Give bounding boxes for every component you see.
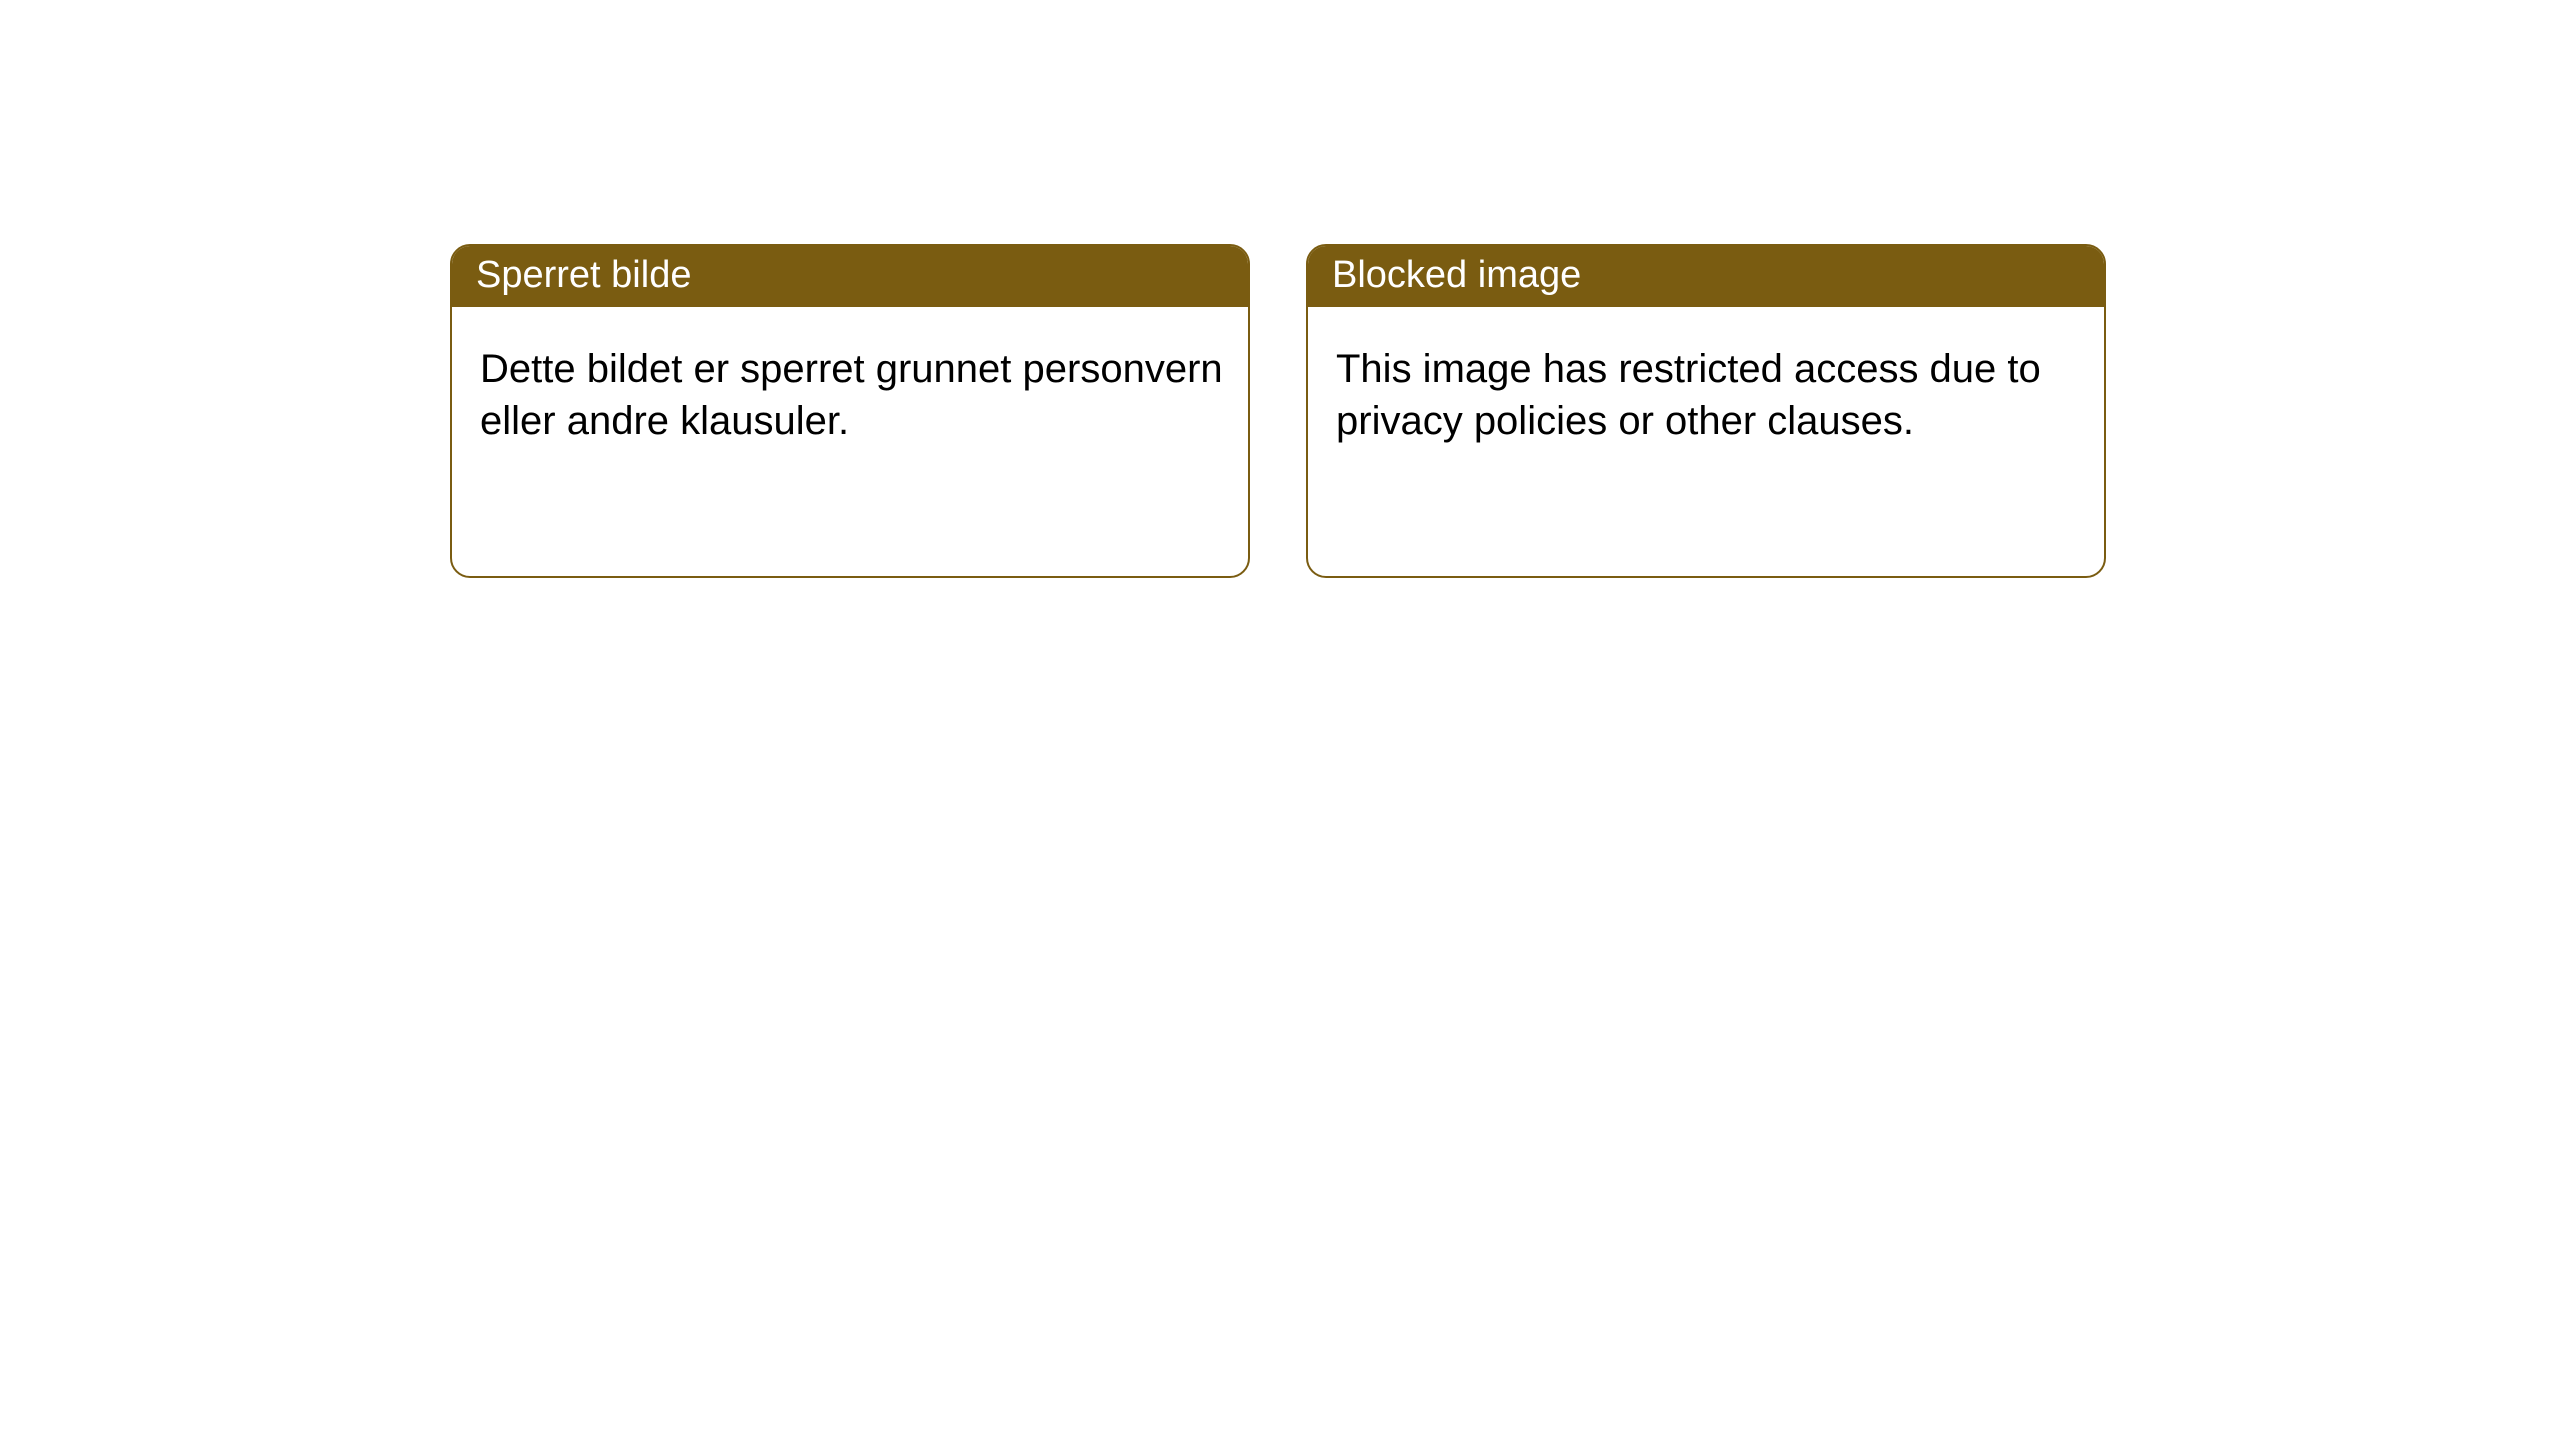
- blocked-image-card-en: Blocked image This image has restricted …: [1306, 244, 2106, 578]
- notice-container: Sperret bilde Dette bildet er sperret gr…: [0, 0, 2560, 578]
- card-body-text: This image has restricted access due to …: [1336, 347, 2041, 443]
- card-body: This image has restricted access due to …: [1308, 307, 2104, 471]
- card-body: Dette bildet er sperret grunnet personve…: [452, 307, 1248, 471]
- card-header: Blocked image: [1308, 246, 2104, 307]
- card-header: Sperret bilde: [452, 246, 1248, 307]
- card-body-text: Dette bildet er sperret grunnet personve…: [480, 347, 1223, 443]
- card-title: Blocked image: [1332, 254, 1581, 296]
- card-title: Sperret bilde: [476, 254, 691, 296]
- blocked-image-card-no: Sperret bilde Dette bildet er sperret gr…: [450, 244, 1250, 578]
